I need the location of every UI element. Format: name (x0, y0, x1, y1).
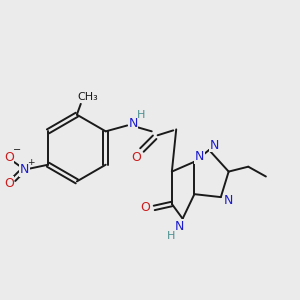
Text: H: H (137, 110, 145, 120)
Text: CH₃: CH₃ (77, 92, 98, 102)
Text: O: O (131, 152, 141, 164)
Text: N: N (224, 194, 233, 207)
Text: N: N (128, 117, 138, 130)
Text: H: H (167, 231, 175, 242)
Text: N: N (195, 150, 204, 164)
Text: O: O (140, 201, 150, 214)
Text: N: N (20, 163, 29, 176)
Text: N: N (209, 139, 219, 152)
Text: O: O (4, 152, 14, 164)
Text: N: N (175, 220, 184, 233)
Text: O: O (4, 177, 14, 190)
Text: −: − (13, 145, 21, 155)
Text: +: + (27, 158, 34, 167)
